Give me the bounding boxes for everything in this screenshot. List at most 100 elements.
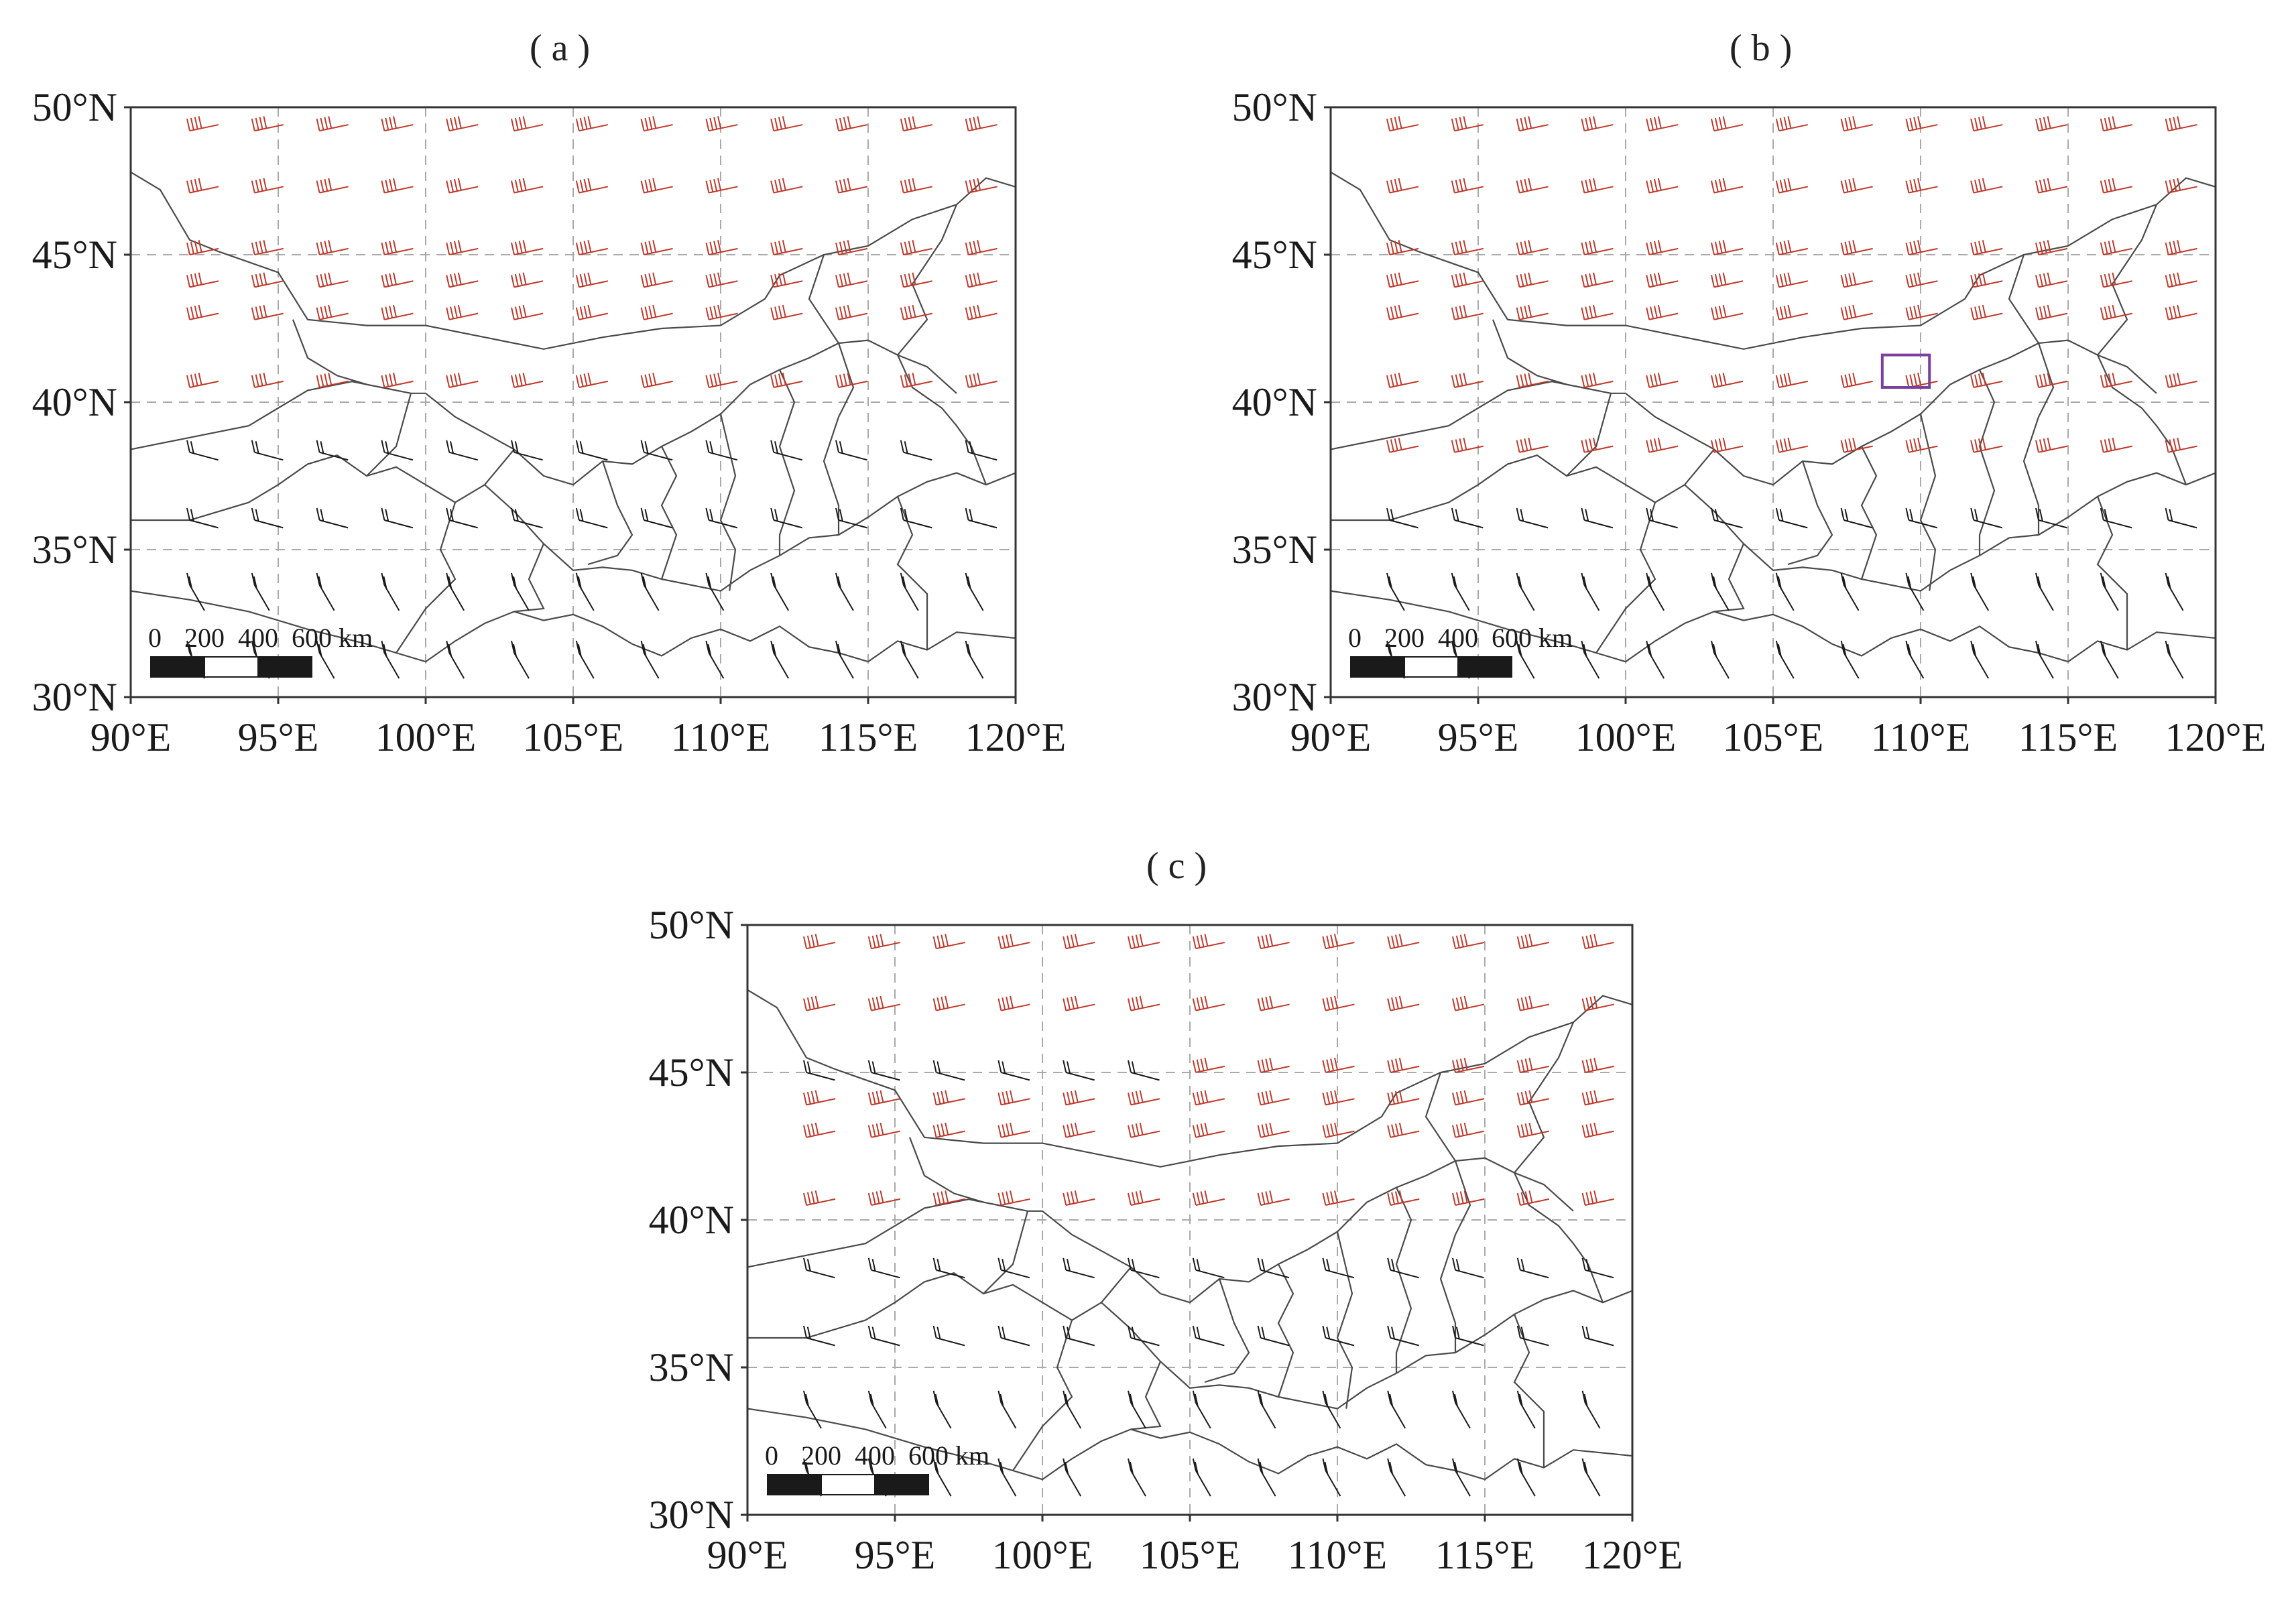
lon-tick-label: 120°E	[2165, 715, 2267, 759]
wind-barb	[1775, 507, 1808, 529]
wind-barb	[1387, 1390, 1406, 1429]
boundary-lines	[1330, 171, 2216, 663]
boundary-line	[513, 543, 545, 613]
wind-barb	[1451, 437, 1484, 453]
wind-barb	[1581, 640, 1600, 679]
wind-barb	[1386, 304, 1419, 320]
wind-barb	[1386, 178, 1419, 194]
wind-barb	[1451, 116, 1484, 132]
wind-barb	[1322, 1325, 1355, 1347]
boundary-line	[1395, 1187, 1412, 1373]
wind-barb	[251, 440, 284, 461]
wind-barb	[998, 1325, 1030, 1347]
scale-bar-label: 600 km	[908, 1440, 989, 1471]
boundary-line	[897, 204, 958, 356]
boundary-line	[1101, 1266, 1132, 1303]
wind-barb	[186, 507, 219, 529]
wind-barb	[316, 116, 349, 132]
lat-tick-label: 50°N	[649, 903, 734, 947]
wind-barb	[1970, 240, 2003, 255]
wind-barb	[1063, 934, 1095, 950]
wind-barb	[2165, 272, 2197, 288]
lon-tick-label: 95°E	[855, 1533, 936, 1577]
wind-barb	[1128, 1458, 1146, 1497]
boundary-line	[1492, 319, 1567, 385]
wind-barb	[1775, 272, 1809, 288]
wind-barb	[1775, 572, 1795, 611]
wind-barb	[900, 572, 919, 611]
wind-barb	[1192, 1190, 1225, 1206]
wind-barb	[1322, 1190, 1355, 1206]
scale-bar: 0 200 400 600 km	[765, 1440, 989, 1495]
wind-barb	[1516, 178, 1549, 194]
wind-barb	[1711, 272, 1744, 288]
wind-barb	[2165, 304, 2197, 320]
wind-barb	[867, 1090, 901, 1106]
wind-barb	[867, 995, 901, 1011]
wind-barb	[1257, 1390, 1276, 1429]
boundary-line	[1130, 1361, 1162, 1430]
wind-barb	[1322, 934, 1355, 950]
wind-barb	[2035, 437, 2068, 453]
wind-barb	[998, 995, 1030, 1011]
wind-barb	[1451, 572, 1470, 611]
wind-barb	[1516, 1058, 1550, 1073]
wind-barb	[770, 373, 803, 388]
wind-barb	[835, 116, 868, 132]
wind-barb	[1516, 1390, 1536, 1429]
wind-barb	[1386, 116, 1419, 132]
scale-bar: 0 200 400 600 km	[1348, 623, 1573, 678]
boundary-line	[1277, 1263, 1294, 1398]
wind-barb	[1257, 1058, 1290, 1073]
wind-barb	[1905, 116, 1938, 132]
wind-barb	[1581, 934, 1614, 950]
wind-barb	[1452, 934, 1485, 950]
wind-barb	[998, 1060, 1030, 1081]
wind-barb	[251, 572, 270, 611]
lat-tick-label: 30°N	[32, 675, 117, 719]
wind-barb	[803, 1257, 835, 1279]
wind-barb	[1646, 507, 1678, 529]
wind-barb	[1192, 1058, 1225, 1073]
wind-barb	[575, 240, 609, 255]
map-svg-a: 50°N 45°N 40°N 35°N 30°N90°E 95°E 100°E 105°E 11…	[32, 85, 1067, 759]
wind-barb	[1387, 1090, 1420, 1106]
wind-barb	[932, 934, 965, 950]
scale-bar-label: 0	[148, 623, 162, 653]
wind-barb	[998, 1390, 1017, 1429]
wind-barb	[640, 572, 660, 611]
wind-barb	[1063, 1257, 1095, 1279]
wind-barb	[900, 373, 933, 388]
wind-barb	[1581, 1190, 1614, 1206]
scale-bar-label: 600 km	[1492, 623, 1573, 653]
wind-barb	[575, 572, 595, 611]
wind-barb	[932, 1060, 965, 1081]
wind-barb	[1581, 1122, 1614, 1138]
wind-barb	[186, 272, 219, 288]
wind-barb	[705, 116, 738, 132]
wind-barb	[1192, 1325, 1225, 1347]
wind-barb	[1451, 373, 1484, 388]
wind-barb	[900, 240, 933, 255]
wind-barb	[511, 640, 530, 679]
lat-tick-label: 50°N	[32, 85, 117, 129]
wind-barb	[1711, 507, 1743, 529]
wind-barb	[446, 373, 479, 388]
wind-barb	[640, 507, 673, 529]
boundary-line	[1566, 393, 1612, 477]
wind-barb	[1387, 1122, 1420, 1138]
scale-bar-label: 200	[184, 623, 225, 653]
wind-barb	[803, 1122, 836, 1138]
wind-barb	[2100, 572, 2119, 611]
wind-barb	[316, 507, 349, 529]
wind-barb	[1905, 272, 1938, 288]
wind-barb	[1840, 178, 1873, 194]
wind-barb	[2035, 304, 2068, 320]
panel-label-c: ( c )	[1146, 845, 1207, 887]
lat-tick-label: 40°N	[1232, 380, 1317, 424]
wind-barb	[186, 304, 219, 320]
wind-barb	[1840, 437, 1873, 453]
wind-barb	[1711, 640, 1730, 679]
map-panel-c: 50°N 45°N 40°N 35°N 30°N 90°E 95°E 100°E 105°E 11…	[617, 903, 1723, 1589]
wind-barb	[867, 1390, 887, 1429]
